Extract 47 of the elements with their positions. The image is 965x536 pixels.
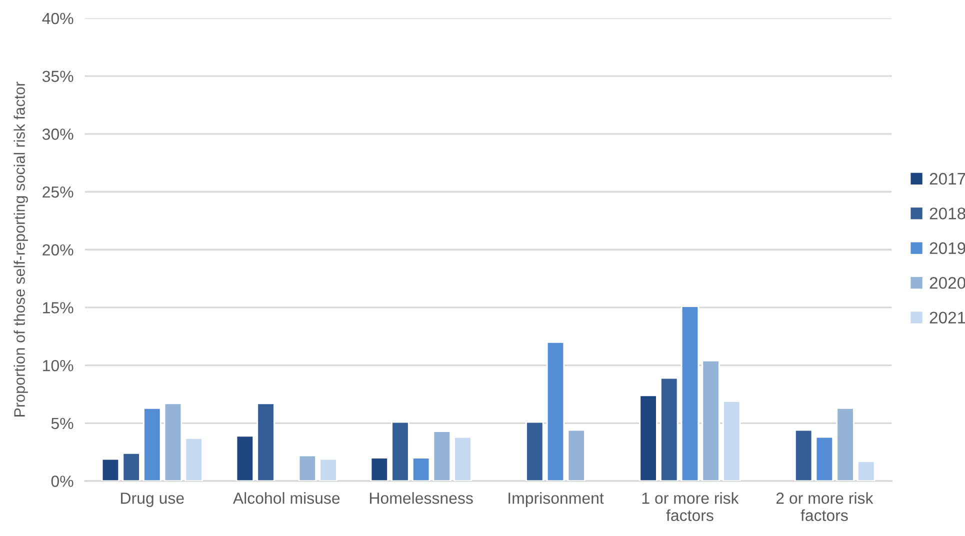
bar [660,377,678,482]
x-tick-label: 2 or more risk factors [776,492,874,522]
y-tick-label: 30% [42,128,74,140]
bar [722,400,741,482]
bar [412,457,430,482]
bar [567,429,586,482]
bar [143,407,162,482]
bar [236,435,254,482]
x-tick-label: Imprisonment [508,492,604,508]
bar [256,402,275,482]
bar [391,421,410,482]
bar [639,394,658,482]
legend-label: 2019 [930,242,965,254]
bar [702,360,720,482]
y-tick-label: 15% [43,302,74,314]
bar [815,436,834,482]
bar [857,460,876,482]
legend-label: 2021 [930,312,965,324]
y-tick-label: 25% [42,186,74,198]
y-axis-title: Proportion of those self-reporting social risk factor [14,82,28,416]
bar [122,452,140,482]
bar [546,341,565,482]
bar [101,458,120,482]
x-tick-label: Drug use [121,492,184,508]
bar [184,438,203,482]
bar [319,458,338,482]
bar [836,407,854,482]
y-tick-label: 20% [42,244,74,256]
y-tick-label: 40% [42,12,74,24]
y-tick-label: 10% [43,360,74,372]
bar [370,457,388,482]
bar [298,454,317,482]
bar [680,306,700,482]
legend-label: 2017 [930,172,965,185]
bar [432,430,451,482]
legend-label: 2020 [930,276,965,289]
bar [794,429,813,482]
x-tick-label: Alcohol misuse [232,492,340,504]
legend-label: 2018 [930,208,965,220]
y-tick-label: 35% [42,70,74,82]
y-tick-label: 0% [51,476,74,487]
bar [164,402,182,482]
y-tick-label: 5% [51,418,74,430]
bar [526,421,544,482]
x-tick-label: 1 or more risk factors [642,492,739,522]
x-tick-label: Homelessness [370,492,473,504]
bar [454,436,472,482]
